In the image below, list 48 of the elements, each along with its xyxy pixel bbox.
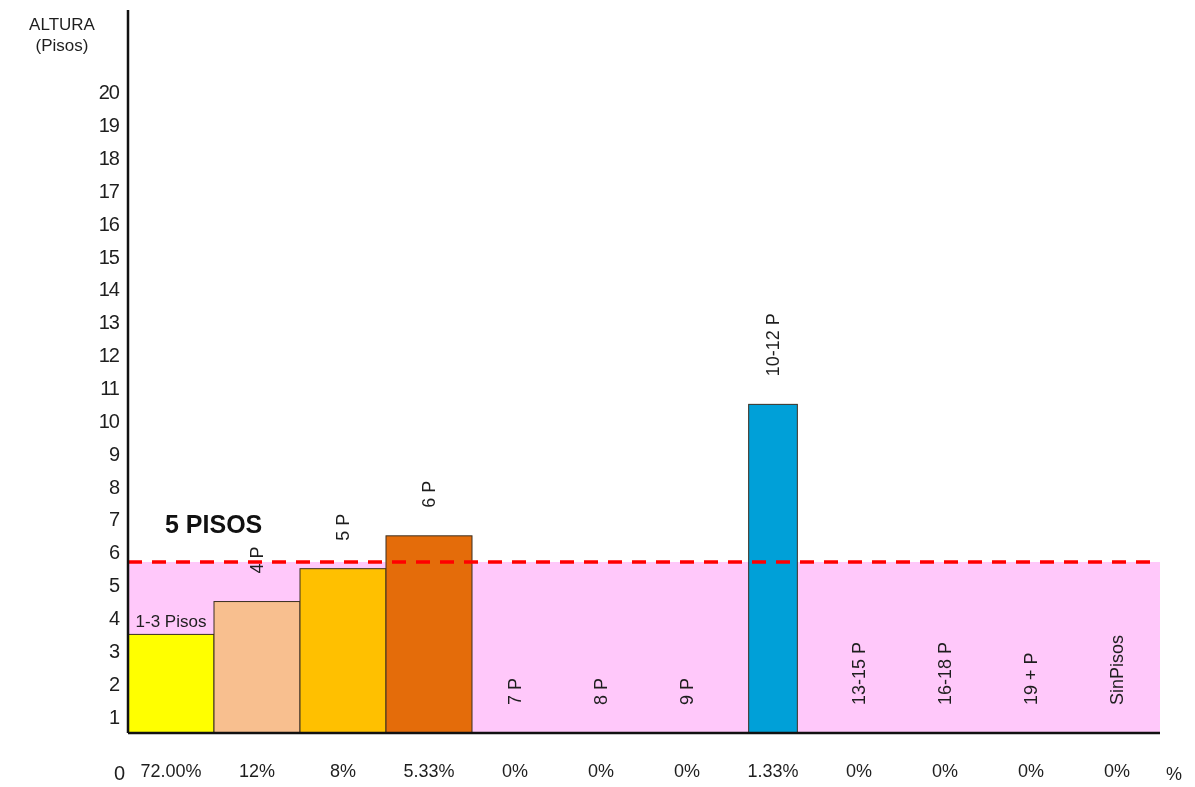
x-tick-label: 5.33% [403, 760, 455, 781]
data-label: 10-12 P [763, 313, 783, 377]
text: 7 P [505, 677, 525, 705]
x-tick-label: 0% [845, 760, 873, 781]
y-tick-label: 2 [108, 672, 120, 695]
y-tick-label: 7 [108, 508, 120, 531]
text: 16-18 P [935, 641, 955, 705]
y-tick-label: 18 [98, 146, 120, 169]
x-tick-label: 1.33% [747, 760, 799, 781]
x-axis-title: % [1166, 764, 1183, 784]
x-tick-label: 72.00% [140, 760, 202, 781]
y-tick-label: 17 [98, 179, 120, 202]
y-tick-label: 20 [98, 81, 120, 104]
x-tick-label: 0% [931, 760, 959, 781]
y-tick-label: 11 [100, 377, 120, 400]
y-tick-label: 15 [98, 245, 120, 268]
y-tick-label: 4 [108, 607, 120, 630]
x-tick-label: 12% [238, 760, 276, 781]
y-tick-label: 5 [108, 574, 120, 597]
y-tick-label: 13 [98, 311, 120, 334]
text: 0 [113, 762, 125, 784]
y-tick-label: 3 [108, 639, 120, 662]
text: SinPisos [1107, 634, 1127, 705]
x-tick-label: 0% [1017, 760, 1045, 781]
y-axis-title: ALTURA (Pisos) [28, 14, 96, 56]
y-tick-label: 1 [108, 705, 120, 728]
text: 19 + P [1021, 652, 1041, 705]
text: 8 P [591, 677, 611, 705]
text: 13-15 P [849, 641, 869, 705]
y-tick-label: 16 [98, 212, 120, 235]
text: 9 P [677, 677, 697, 705]
y-tick-label: 8 [108, 475, 120, 498]
data-label: 5 P [333, 513, 353, 541]
data-label: 6 P [419, 480, 439, 508]
y-tick-label: 19 [98, 114, 120, 137]
y-tick-label: 6 [108, 541, 120, 564]
x-tick-label: 8% [329, 760, 357, 781]
x-tick-label: 0% [673, 760, 701, 781]
data-label: 4 P [247, 546, 267, 574]
data-label: 1-3 Pisos [135, 612, 207, 632]
y-tick-label: 10 [98, 409, 120, 432]
y-tick-label: 12 [98, 344, 120, 367]
x-tick-label: 0% [587, 760, 615, 781]
y-tick-label: 9 [108, 442, 120, 465]
x-tick-label: 0% [501, 760, 529, 781]
ref-line-label: 5 PISOS [165, 510, 263, 539]
y-tick-label: 14 [98, 278, 120, 301]
x-tick-label: 0% [1103, 760, 1131, 781]
